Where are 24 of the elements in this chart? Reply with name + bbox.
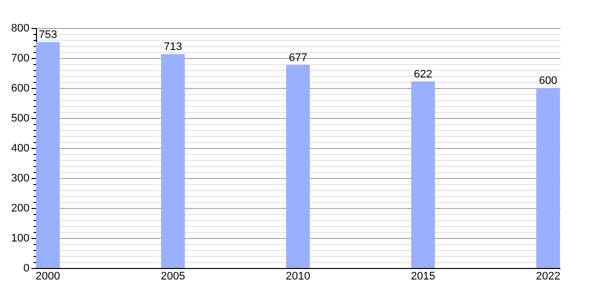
data-label: 753 [38, 29, 58, 42]
bar [411, 81, 435, 268]
y-tick-label: 200 [11, 202, 30, 214]
y-tick-label: 600 [11, 82, 30, 94]
x-tick-label: 2005 [160, 270, 186, 282]
x-tick-label: 2000 [36, 270, 60, 282]
y-tick-label: 100 [11, 232, 30, 244]
bar [286, 64, 310, 268]
x-tick-label: 2022 [536, 270, 560, 282]
x-tick-label: 2010 [286, 270, 310, 282]
data-label: 713 [164, 41, 182, 54]
data-label: 677 [288, 52, 308, 64]
data-label: 622 [414, 68, 432, 80]
y-tick-label: 700 [11, 52, 30, 64]
y-tick-label: 300 [11, 172, 30, 184]
bar [161, 54, 185, 268]
data-label: 600 [538, 75, 558, 87]
y-tick-label: 800 [11, 22, 30, 34]
y-tick-label: 0 [23, 262, 30, 274]
bar [536, 88, 560, 268]
y-tick-label: 400 [11, 142, 30, 154]
bar [36, 42, 60, 268]
x-tick-label: 2015 [410, 270, 436, 282]
y-tick-label: 500 [11, 112, 30, 124]
